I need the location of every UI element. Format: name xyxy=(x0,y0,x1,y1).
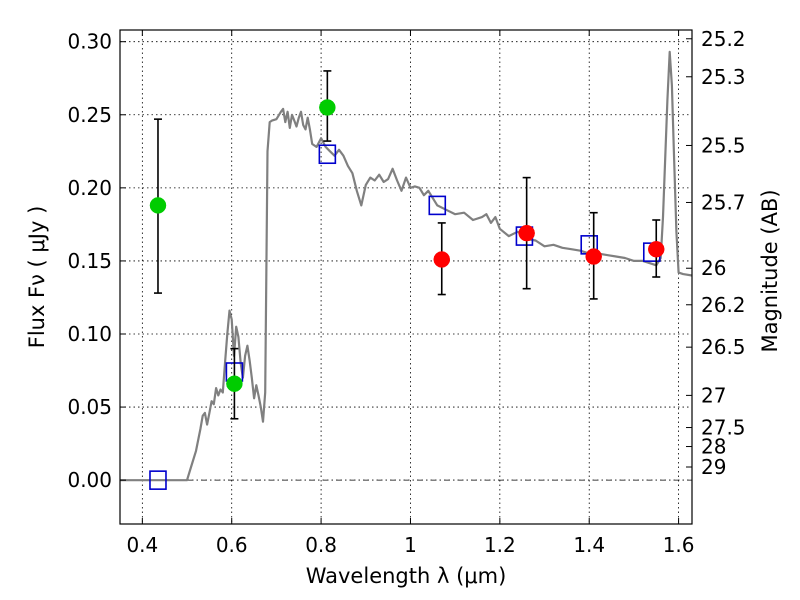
observed-flux-point xyxy=(226,375,243,392)
y2-axis-label: Magnitude (AB) xyxy=(758,189,782,352)
mag-tick-label: 26.2 xyxy=(701,293,746,317)
model-flux-square xyxy=(318,144,337,165)
sed-line xyxy=(120,50,693,482)
y-tick-label: 0.00 xyxy=(67,468,112,492)
axis-ticks: 0.4 0.6 0.8 1 1.2 1.4 1.6 0.00 0.05 0.10 0.15 0.20 0… xyxy=(67,27,745,557)
mag-tick-label: 25.5 xyxy=(701,133,746,157)
x-tick-label: 0.4 xyxy=(126,533,158,557)
model-sed-curve xyxy=(120,50,693,482)
plot-frame xyxy=(119,29,693,525)
model-flux-square xyxy=(149,470,167,490)
mag-tick-label: 26 xyxy=(701,256,726,280)
x-tick-label: 0.6 xyxy=(216,533,248,557)
observed-flux-point xyxy=(585,248,602,265)
x-tick-label: 1.2 xyxy=(484,533,516,557)
mag-tick-label: 28 xyxy=(701,435,726,459)
y-axis-label: Flux Fν ( μJy ) xyxy=(25,206,49,349)
mag-tick-label: 25.3 xyxy=(701,65,746,89)
y-tick-label: 0.05 xyxy=(67,395,112,419)
mag-tick-label: 25.7 xyxy=(701,190,746,214)
y-tick-label: 0.20 xyxy=(67,176,112,200)
x-tick-label: 1.6 xyxy=(663,533,695,557)
mag-tick-label: 25.2 xyxy=(701,27,746,51)
mag-tick-label: 27 xyxy=(701,383,726,407)
x-axis-label: Wavelength λ (μm) xyxy=(306,564,507,588)
observed-flux-point xyxy=(648,240,665,258)
y-tick-label: 0.10 xyxy=(67,322,112,346)
observed-flux-point xyxy=(149,197,167,214)
y-tick-label: 0.30 xyxy=(67,30,112,54)
y-tick-label: 0.15 xyxy=(67,249,112,273)
data-markers xyxy=(149,70,665,490)
model-flux-square xyxy=(428,195,447,216)
x-tick-label: 1 xyxy=(404,533,417,557)
mag-tick-label: 29 xyxy=(701,455,726,479)
mag-tick-label: 26.5 xyxy=(701,335,746,359)
observed-flux-point xyxy=(518,224,535,242)
x-tick-label: 1.4 xyxy=(573,533,605,557)
observed-flux-point xyxy=(319,99,336,116)
observed-flux-point xyxy=(433,251,450,268)
x-tick-label: 0.8 xyxy=(305,533,337,557)
y-tick-label: 0.25 xyxy=(67,103,112,127)
mag-tick-label: 27.5 xyxy=(701,416,746,440)
